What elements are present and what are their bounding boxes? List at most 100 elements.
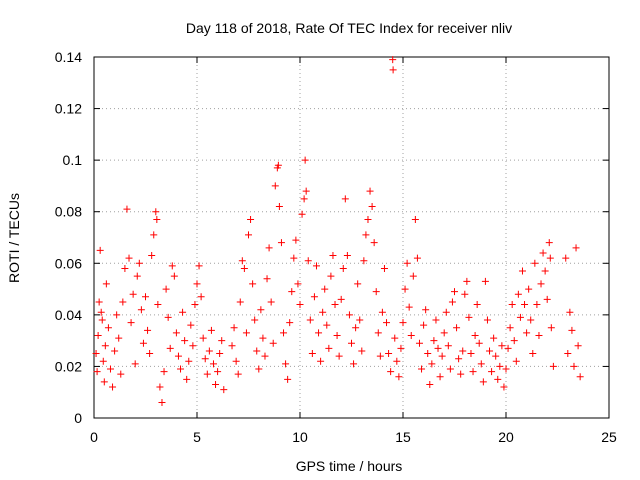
data-point — [420, 321, 428, 329]
data-point — [142, 293, 149, 301]
y-tick-label: 0.02 — [55, 358, 82, 374]
data-point — [331, 301, 339, 309]
data-point — [498, 342, 506, 350]
x-axis-label: GPS time / hours — [296, 458, 403, 474]
data-point — [448, 298, 456, 306]
data-point — [133, 272, 141, 280]
data-point — [127, 319, 135, 327]
data-point — [129, 290, 137, 298]
data-point — [104, 324, 112, 332]
data-point — [160, 368, 168, 376]
data-point — [218, 337, 226, 345]
data-point — [319, 308, 327, 316]
data-point — [329, 252, 337, 260]
data-point — [153, 215, 161, 223]
data-point — [197, 293, 205, 301]
data-point — [418, 365, 426, 373]
data-point — [502, 365, 510, 373]
data-point — [277, 239, 285, 247]
data-point — [391, 334, 399, 342]
data-point — [135, 259, 143, 267]
y-tick-label: 0.04 — [55, 307, 82, 323]
data-point — [510, 337, 518, 345]
data-point — [546, 254, 554, 262]
data-point — [545, 239, 553, 247]
data-point — [158, 399, 166, 407]
data-point — [405, 303, 413, 311]
data-point — [249, 280, 257, 288]
data-point — [109, 383, 117, 391]
data-point — [294, 280, 302, 288]
data-point — [461, 290, 469, 298]
data-point — [488, 368, 496, 376]
data-point — [399, 319, 407, 327]
data-point — [529, 350, 537, 358]
data-point — [286, 319, 294, 327]
data-point — [380, 264, 388, 272]
data-point — [267, 298, 275, 306]
data-point — [98, 316, 106, 324]
data-point — [457, 370, 465, 378]
data-point — [549, 362, 557, 370]
data-point — [181, 337, 189, 345]
data-point — [430, 337, 438, 345]
data-point — [366, 187, 374, 195]
data-point — [310, 293, 318, 301]
x-tick-label: 25 — [601, 429, 617, 445]
x-tick-label: 0 — [90, 429, 98, 445]
data-point — [123, 205, 131, 213]
data-point — [477, 360, 485, 368]
data-point — [274, 161, 282, 169]
data-point — [356, 316, 364, 324]
data-point — [284, 375, 292, 383]
data-point — [121, 264, 129, 272]
data-point — [459, 347, 467, 355]
data-point — [475, 339, 483, 347]
data-point — [234, 370, 242, 378]
data-point — [348, 339, 355, 347]
data-point — [97, 308, 105, 316]
data-point — [102, 280, 110, 288]
data-point — [100, 378, 108, 386]
data-point — [436, 373, 444, 381]
data-point — [362, 231, 370, 239]
data-point — [280, 329, 288, 337]
data-point — [358, 347, 366, 355]
data-point — [339, 264, 347, 272]
data-point — [228, 342, 236, 350]
data-point — [389, 66, 397, 74]
data-point — [409, 272, 417, 280]
data-point — [440, 329, 448, 337]
data-point — [298, 210, 306, 218]
data-point — [207, 326, 215, 334]
data-point — [376, 352, 384, 360]
data-point — [512, 357, 520, 365]
data-point — [195, 262, 203, 270]
data-point — [481, 277, 489, 285]
axis-ticks: 0 5 10 15 20 25 0 0.02 0.04 0.06 0.08 0.1 0.12 0.14 — [55, 49, 617, 445]
data-point — [352, 324, 360, 332]
data-point — [177, 365, 185, 373]
data-point — [455, 355, 463, 363]
data-point — [174, 352, 182, 360]
y-tick-label: 0 — [74, 410, 82, 426]
data-point — [288, 288, 296, 296]
data-point — [360, 257, 368, 265]
data-point — [387, 368, 395, 376]
data-point — [350, 360, 358, 368]
data-point — [469, 368, 477, 376]
data-point — [397, 344, 405, 352]
data-point — [525, 285, 533, 293]
data-point — [275, 203, 283, 211]
data-point — [238, 257, 246, 265]
y-tick-label: 0.08 — [55, 204, 82, 220]
data-point — [269, 339, 277, 347]
data-point — [496, 362, 504, 370]
data-point — [518, 267, 526, 275]
data-point — [242, 329, 250, 337]
data-point — [301, 156, 309, 164]
data-point — [393, 357, 401, 365]
data-point — [300, 195, 308, 203]
data-point — [403, 259, 411, 267]
data-point — [199, 334, 207, 342]
